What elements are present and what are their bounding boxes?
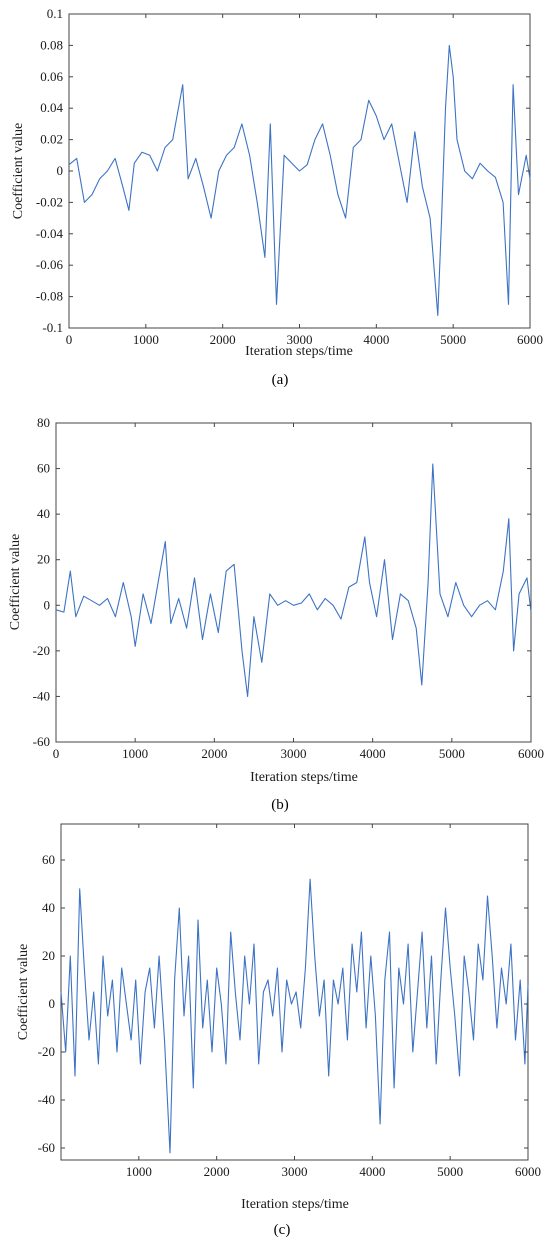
y-tick-label: -0.1 <box>42 320 63 335</box>
y-axis-label-c: Coefficient value <box>16 944 31 1041</box>
y-tick-label: -0.02 <box>36 194 63 209</box>
y-tick-label: 20 <box>37 552 50 567</box>
x-axis-label-b: Iteration steps/time <box>250 770 358 785</box>
x-ticks-c: 1000 2000 3000 4000 5000 6000 <box>126 824 541 1179</box>
chart-panel-c: 1000 2000 3000 4000 5000 6000 -60 -40 -20 0 20 40 6… <box>16 823 541 1238</box>
y-ticks-a: -0.1 -0.08 -0.06 -0.04 -0.02 0 0.02 0.04 0.06 0.0… <box>36 6 530 335</box>
x-tick-label: 5000 <box>440 332 466 347</box>
x-tick-label: 1000 <box>122 746 148 761</box>
chart-panel-a: 0 1000 2000 3000 4000 5000 6000 -0.1 -0.08 -0.06… <box>11 6 543 388</box>
y-tick-label: -60 <box>33 734 50 749</box>
x-tick-label: 5000 <box>439 746 465 761</box>
x-axis-label-c: Iteration steps/time <box>241 1197 349 1212</box>
caption-b: (b) <box>271 797 289 813</box>
caption-a: (a) <box>272 372 289 388</box>
chart-panel-b: 0 1000 2000 3000 4000 5000 6000 -60 -40 -20 0 20 40… <box>8 415 544 813</box>
y-tick-label: 40 <box>42 900 55 915</box>
y-axis-label-b: Coefficient value <box>8 534 23 631</box>
x-tick-label: 5000 <box>437 1164 463 1179</box>
y-tick-label: -0.04 <box>36 226 64 241</box>
y-tick-label: 0 <box>57 163 64 178</box>
x-tick-label: 6000 <box>517 332 543 347</box>
x-axis-label-a: Iteration steps/time <box>245 344 353 359</box>
y-tick-label: 20 <box>42 948 55 963</box>
x-tick-label: 2000 <box>204 1164 230 1179</box>
y-tick-label: 0.06 <box>40 69 63 84</box>
y-ticks-c: -60 -40 -20 0 20 40 60 <box>38 852 528 1155</box>
series-line-c <box>60 878 529 1154</box>
y-tick-label: 0.08 <box>40 37 63 52</box>
y-tick-label: -0.08 <box>36 289 63 304</box>
x-tick-label: 3000 <box>282 1164 308 1179</box>
x-tick-label: 6000 <box>515 1164 541 1179</box>
y-tick-label: 40 <box>37 506 50 521</box>
series-line-b <box>55 463 532 697</box>
y-tick-label: 0 <box>49 996 56 1011</box>
y-tick-label: -20 <box>38 1044 55 1059</box>
x-tick-label: 3000 <box>281 746 307 761</box>
y-tick-label: 0.1 <box>47 6 63 21</box>
y-axis-label-a: Coefficient value <box>11 123 26 220</box>
y-tick-label: 0.04 <box>40 100 63 115</box>
x-tick-label: 0 <box>53 746 60 761</box>
x-tick-label: 4000 <box>363 332 389 347</box>
y-tick-label: -0.06 <box>36 257 64 272</box>
x-tick-label: 4000 <box>360 746 386 761</box>
series-line-a <box>68 44 531 316</box>
plot-frame-b <box>55 422 532 743</box>
y-ticks-b: -60 -40 -20 0 20 40 60 80 <box>33 415 531 749</box>
plot-frame-c <box>60 823 529 1161</box>
x-ticks-a: 0 1000 2000 3000 4000 5000 6000 <box>66 14 543 347</box>
x-ticks-b: 0 1000 2000 3000 4000 5000 6000 <box>53 423 544 761</box>
y-tick-label: -40 <box>38 1092 55 1107</box>
y-tick-label: -40 <box>33 688 50 703</box>
y-tick-label: 60 <box>42 852 55 867</box>
x-tick-label: 3000 <box>287 332 313 347</box>
caption-c: (c) <box>274 1222 291 1238</box>
y-tick-label: 0 <box>44 597 51 612</box>
x-tick-label: 1000 <box>133 332 159 347</box>
x-tick-label: 2000 <box>201 746 227 761</box>
y-tick-label: 60 <box>37 461 50 476</box>
y-tick-label: 80 <box>37 415 50 430</box>
x-tick-label: 6000 <box>518 746 544 761</box>
y-tick-label: -20 <box>33 643 50 658</box>
x-tick-label: 1000 <box>126 1164 152 1179</box>
y-tick-label: -60 <box>38 1140 55 1155</box>
y-tick-label: 0.02 <box>40 132 63 147</box>
x-tick-label: 2000 <box>210 332 236 347</box>
x-tick-label: 4000 <box>359 1164 385 1179</box>
x-tick-label: 0 <box>66 332 73 347</box>
